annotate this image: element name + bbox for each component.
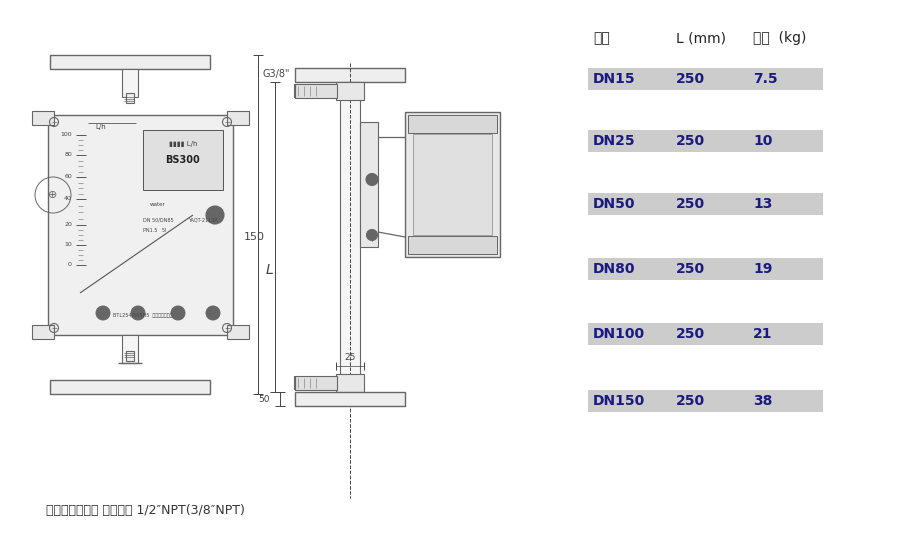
Bar — [588, 258, 823, 280]
Circle shape — [206, 306, 220, 320]
Bar — [360, 122, 378, 247]
Bar — [295, 68, 405, 82]
Text: 40: 40 — [65, 197, 72, 201]
Bar — [336, 374, 364, 392]
Text: 13: 13 — [753, 197, 773, 211]
Bar — [48, 115, 233, 335]
Bar — [588, 323, 823, 345]
Text: 0: 0 — [68, 262, 72, 267]
Text: 250: 250 — [676, 134, 705, 148]
Circle shape — [131, 306, 145, 320]
Text: 20: 20 — [65, 222, 72, 227]
Text: 250: 250 — [676, 262, 705, 276]
Bar — [32, 325, 54, 339]
Bar — [295, 84, 337, 98]
Text: 250: 250 — [676, 327, 705, 341]
Circle shape — [366, 173, 378, 186]
Bar — [588, 390, 823, 412]
Bar — [588, 68, 823, 90]
Text: 21: 21 — [753, 327, 773, 341]
Text: G3/8": G3/8" — [263, 69, 290, 79]
Text: 100: 100 — [60, 132, 72, 138]
Text: DN50: DN50 — [593, 197, 635, 211]
Text: 250: 250 — [676, 72, 705, 86]
Text: ▮▮▮▮ L/h: ▮▮▮▮ L/h — [169, 141, 197, 147]
Text: DN25: DN25 — [593, 134, 635, 148]
Bar — [588, 130, 823, 152]
Text: BTL254/5I/5H5  继续控制流量计: BTL254/5I/5H5 继续控制流量计 — [114, 313, 173, 318]
Text: 38: 38 — [753, 394, 773, 408]
Text: 10: 10 — [753, 134, 773, 148]
Circle shape — [96, 306, 110, 320]
Text: 60: 60 — [65, 174, 72, 179]
Bar — [227, 325, 249, 339]
Circle shape — [206, 206, 224, 224]
Text: 25: 25 — [345, 354, 355, 362]
Text: 250: 250 — [676, 394, 705, 408]
Text: 80: 80 — [65, 152, 72, 158]
Text: 口径: 口径 — [593, 31, 610, 45]
Text: L: L — [266, 263, 274, 277]
Text: DN100: DN100 — [593, 327, 645, 341]
Text: 150: 150 — [244, 232, 265, 242]
Text: DN80: DN80 — [593, 262, 635, 276]
Bar — [122, 69, 138, 97]
Bar — [336, 82, 364, 100]
Bar — [122, 335, 138, 363]
Bar — [295, 392, 405, 406]
Bar — [588, 193, 823, 215]
Text: PN1.5   5I: PN1.5 5I — [143, 227, 166, 233]
Bar — [408, 236, 497, 254]
Text: L/h: L/h — [95, 124, 106, 130]
Bar — [340, 82, 360, 392]
Text: 19: 19 — [753, 262, 773, 276]
Circle shape — [366, 230, 377, 240]
Bar — [413, 134, 492, 235]
Bar — [126, 93, 134, 103]
Bar — [50, 55, 210, 69]
Text: 10: 10 — [65, 242, 72, 247]
Text: DN150: DN150 — [593, 394, 645, 408]
Text: ⊕: ⊕ — [48, 190, 57, 200]
Bar — [227, 111, 249, 125]
Bar — [126, 351, 134, 361]
Text: 重量  (kg): 重量 (kg) — [753, 31, 806, 45]
Text: 50: 50 — [258, 395, 270, 403]
Text: （保温夹套型） 夹套接口 1/2″NPT(3/8″NPT): （保温夹套型） 夹套接口 1/2″NPT(3/8″NPT) — [45, 503, 245, 516]
Bar — [143, 130, 223, 190]
Bar — [295, 376, 337, 390]
Text: BS300: BS300 — [165, 155, 200, 165]
Circle shape — [171, 306, 185, 320]
Bar — [405, 112, 500, 257]
Text: 7.5: 7.5 — [753, 72, 777, 86]
Text: 250: 250 — [676, 197, 705, 211]
Text: L (mm): L (mm) — [676, 31, 726, 45]
Bar — [32, 111, 54, 125]
Bar — [50, 380, 210, 394]
Text: DN15: DN15 — [593, 72, 635, 86]
Text: water: water — [150, 202, 165, 207]
Text: YAQT-2113A: YAQT-2113A — [188, 218, 218, 222]
Bar — [408, 115, 497, 133]
Text: DN 50/DN85: DN 50/DN85 — [143, 218, 174, 222]
